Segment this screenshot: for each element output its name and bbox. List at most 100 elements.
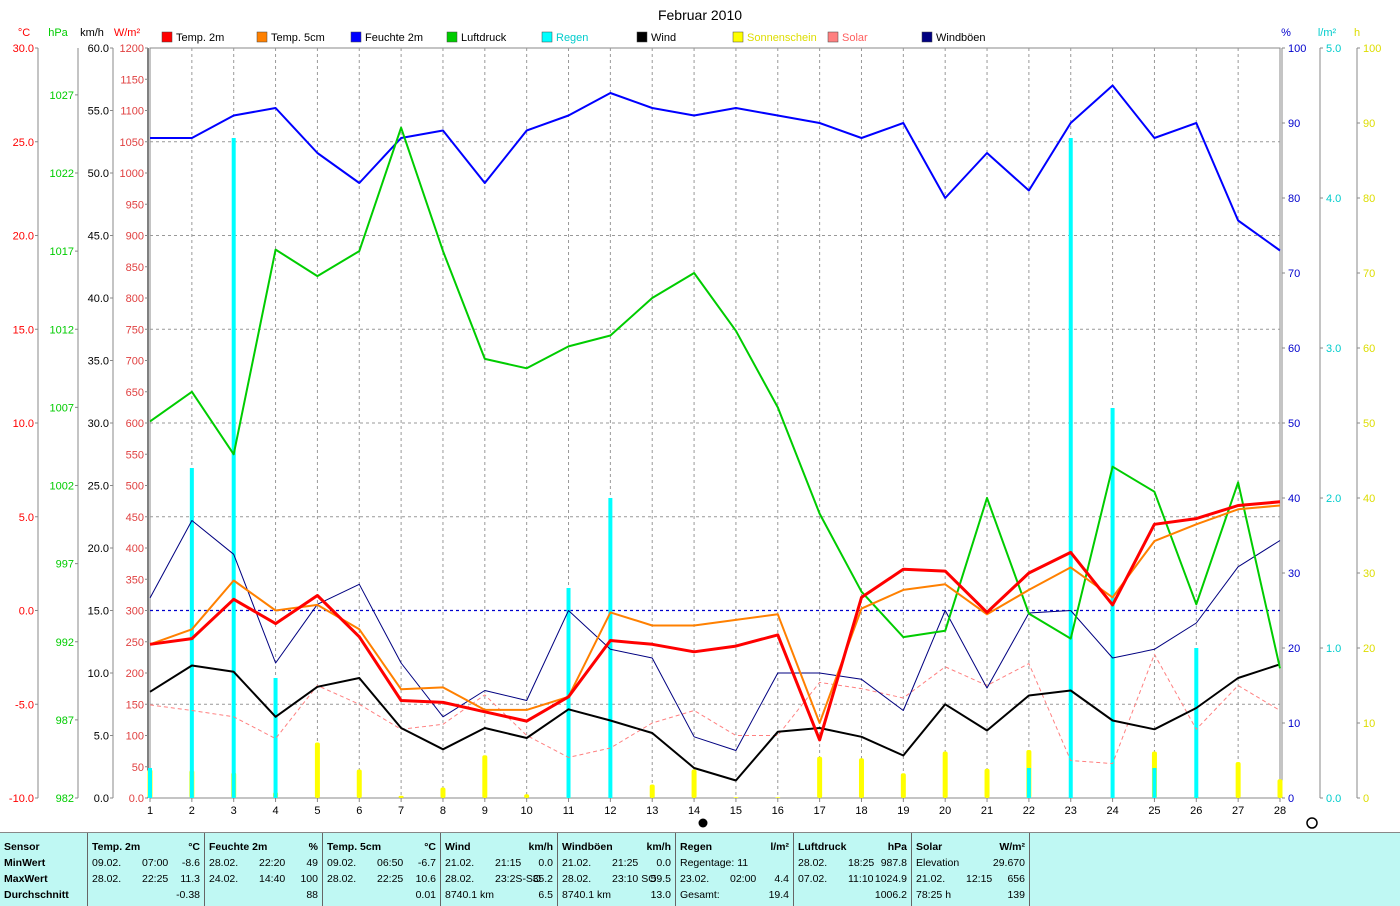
left-axis-tick-label: 650: [126, 387, 144, 399]
stats-cell: -6.7: [417, 857, 436, 869]
left-axis-tick-label: 850: [126, 262, 144, 274]
left-axis-tick-label: 1017: [50, 246, 74, 258]
left-axis-tick-label: 1012: [50, 324, 74, 336]
stats-row: 28.02. 18:25 987.8: [798, 857, 907, 873]
series-line-windb-en: [149, 520, 1281, 751]
x-axis-tick-label: 19: [897, 805, 909, 817]
bar-regen: [566, 588, 571, 798]
stats-row: 28.02. 23:10 SO 59.5: [562, 873, 671, 889]
left-axis-tick-label: 10.0: [88, 668, 109, 680]
left-axis-tick-label: 200: [126, 668, 144, 680]
right-axis-tick-label: 40: [1363, 493, 1375, 505]
left-axis-unit: W/m²: [114, 27, 141, 39]
bar-sonnenschein: [817, 756, 823, 798]
left-axis-tick-label: 45.0: [88, 231, 109, 243]
left-axis-tick-label: 25.0: [88, 481, 109, 493]
stats-cell: 0.01: [415, 889, 436, 901]
left-axis-tick-label: 987: [56, 715, 74, 727]
series-line-solar: [149, 653, 1281, 765]
moon-phase-icon: [698, 818, 708, 828]
x-axis-tick-label: 20: [939, 805, 951, 817]
legend-swatch: [161, 31, 173, 43]
bar-sonnenschein: [691, 769, 697, 798]
left-axis-tick-label: 1100: [120, 106, 144, 118]
x-axis-tick-label: 22: [1023, 805, 1035, 817]
right-axis-tick-label: 2.0: [1326, 493, 1341, 505]
stats-cell: 100: [300, 873, 318, 885]
right-axis-tick-label: 4.0: [1326, 193, 1341, 205]
legend-label: Regen: [556, 32, 588, 44]
x-axis-tick-label: 18: [855, 805, 867, 817]
x-axis-tick-label: 26: [1190, 805, 1202, 817]
stats-row: MaxWert: [4, 873, 83, 889]
stats-cell: 6.5: [538, 889, 553, 901]
x-axis-tick-label: 11: [563, 805, 574, 817]
stats-cell: 987.8: [880, 857, 907, 869]
left-axis-tick-label: 0.0: [19, 606, 34, 618]
bar-regen: [1152, 768, 1157, 798]
stats-cell: Durchschnitt: [4, 889, 69, 901]
stats-col-regen: Regen l/m² Regentage: 11 23.02. 02:00 4.4 Gesa…: [676, 833, 794, 906]
left-axis-unit: km/h: [80, 27, 104, 39]
stats-cell: hPa: [887, 841, 907, 853]
bar-sonnenschein: [1235, 762, 1241, 798]
right-axis-tick-label: 100: [1288, 43, 1306, 55]
stats-col-solar: Solar W/m² Elevation 29.670 21.02. 12:15 656 78…: [912, 833, 1030, 906]
x-axis-tick-label: 6: [356, 805, 362, 817]
left-axis-tick-label: 550: [126, 449, 144, 461]
stats-row: Windböen km/h: [562, 841, 671, 857]
left-axis-tick-label: 400: [126, 543, 144, 555]
stats-cell: °C: [188, 841, 200, 853]
right-axis-tick-label: 60: [1363, 343, 1375, 355]
stats-row: 09.02. 06:50 -6.7: [327, 857, 436, 873]
bar-regen: [148, 768, 152, 798]
stats-cell: MaxWert: [4, 873, 48, 885]
stats-cell: 13.0: [650, 889, 671, 901]
left-axis-tick-label: 1150: [120, 74, 144, 86]
left-axis-tick-label: 1050: [120, 137, 144, 149]
x-axis-tick-label: 7: [398, 805, 404, 817]
stats-cell: 18:25: [848, 857, 875, 869]
stats-col-boeen: Windböen km/h 21.02. 21:25 0.0 28.02. 23:10 SO…: [558, 833, 676, 906]
series-line-temp-5cm: [149, 504, 1281, 724]
stats-cell: 1006.2: [874, 889, 907, 901]
right-axis-tick-label: 90: [1363, 118, 1375, 130]
x-axis-tick-label: 25: [1148, 805, 1160, 817]
bar-sonnenschein: [858, 758, 864, 798]
stats-cell: 21.02.: [916, 873, 946, 885]
stats-cell: 23:2S-SO: [495, 873, 542, 885]
stats-row: 21.02. 12:15 656: [916, 873, 1025, 889]
left-axis-tick-label: 997: [56, 559, 74, 571]
bar-regen: [1194, 648, 1199, 798]
x-axis-tick-label: 3: [231, 805, 237, 817]
right-axis-tick-label: 20: [1363, 643, 1375, 655]
legend-label: Luftdruck: [461, 32, 507, 44]
legend: Temp. 2m Temp. 5cm Feuchte 2m Luftdruck Rege…: [161, 31, 986, 44]
x-axis-tick-label: 1: [147, 805, 153, 817]
stats-cell: 21:15: [495, 857, 522, 869]
bar-sonnenschein: [900, 773, 906, 798]
x-axis-tick-label: 2: [189, 805, 195, 817]
left-axis-tick-label: 700: [126, 356, 144, 368]
lines-layer: [149, 84, 1281, 782]
stats-row: 8740.1 km 6.5: [445, 889, 553, 905]
x-axis-tick-label: 8: [440, 805, 446, 817]
x-axis-tick-label: 24: [1106, 805, 1118, 817]
stats-row: 1006.2: [798, 889, 907, 905]
left-axis-tick-label: 15.0: [13, 324, 34, 336]
left-axis-tick-label: 750: [126, 324, 144, 336]
bar-sonnenschein: [649, 784, 655, 798]
bar-sonnenschein: [775, 797, 781, 798]
stats-row: Temp. 2m °C: [92, 841, 200, 857]
stats-row: Sensor: [4, 841, 83, 857]
legend-label: Temp. 5cm: [271, 32, 325, 44]
right-axis-tick-label: 0.0: [1326, 793, 1341, 805]
stats-row: 88: [209, 889, 318, 905]
series-line-wind: [149, 663, 1281, 782]
stats-cell: Regen: [680, 841, 713, 853]
stats-cell: 19.4: [768, 889, 789, 901]
left-axis-tick-label: 0.0: [129, 793, 144, 805]
right-axis-tick-label: 10: [1288, 718, 1300, 730]
left-axis-tick-label: 0.0: [94, 793, 109, 805]
scroll-knob-icon[interactable]: [1306, 817, 1318, 829]
